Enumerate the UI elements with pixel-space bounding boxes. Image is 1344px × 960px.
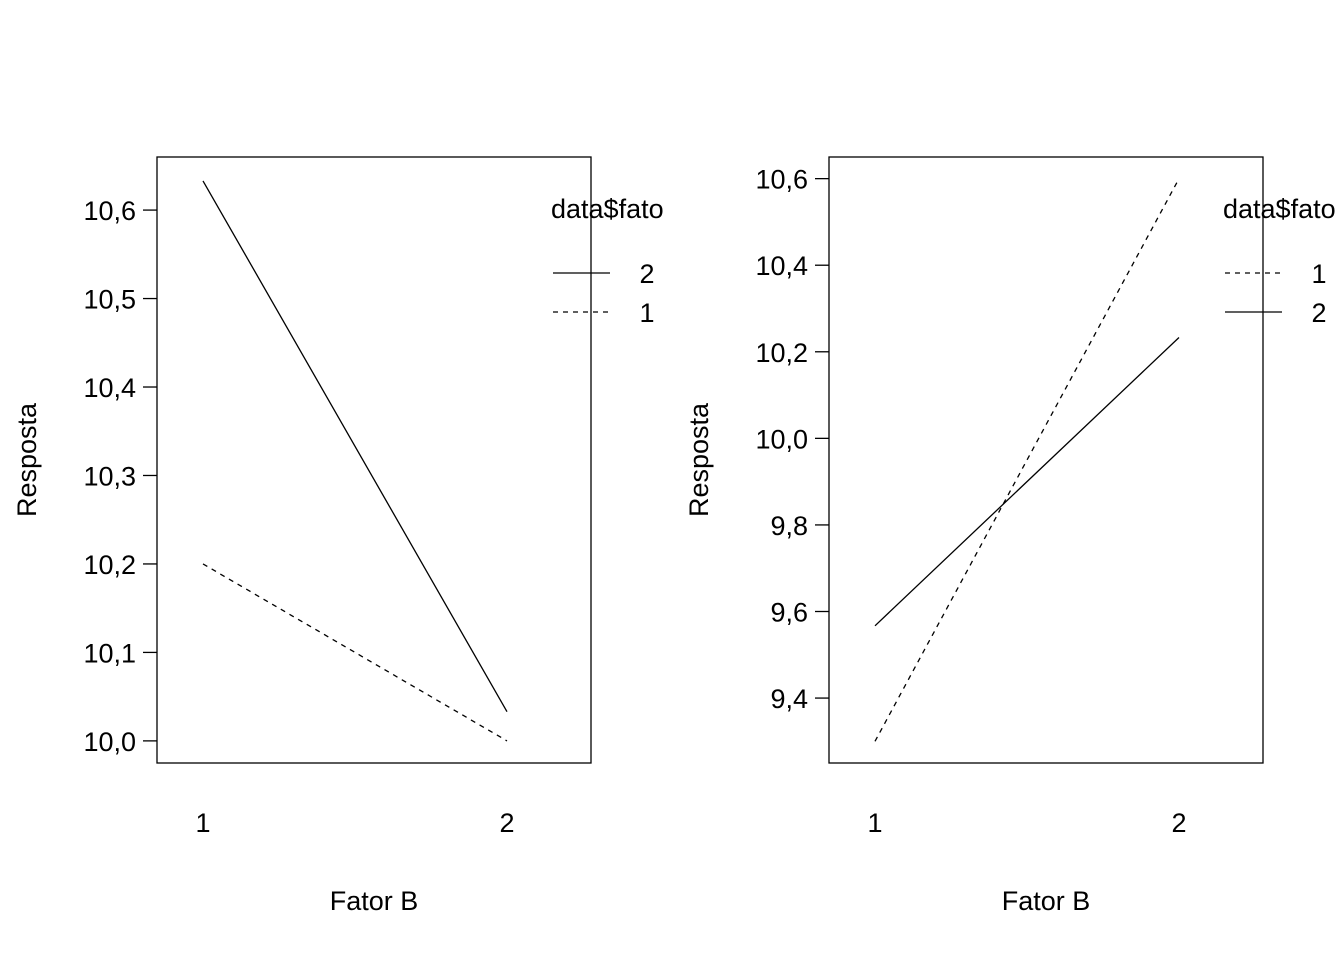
plot-box xyxy=(156,156,592,764)
chart-panel-1: 10,0 10,1 10,2 10,3 10,4 10,5 10,6 1 2 Fator B Res… xyxy=(12,156,664,916)
x-axis-title: Fator B xyxy=(330,886,419,916)
y-axis-title: Resposta xyxy=(684,402,714,517)
series-line-1 xyxy=(202,563,508,742)
legend-title: data$fato xyxy=(1223,194,1336,224)
series-line-2 xyxy=(874,337,1180,627)
y-tick-label: 10,6 xyxy=(83,196,136,226)
y-tick-label: 9,4 xyxy=(770,684,808,714)
y-tick-label: 10,1 xyxy=(83,638,136,668)
series-group xyxy=(874,178,1180,742)
x-tick-label: 2 xyxy=(1171,808,1186,838)
y-tick-label: 10,3 xyxy=(83,461,136,491)
legend-title: data$fato xyxy=(551,194,664,224)
y-tick-label: 9,8 xyxy=(770,511,808,541)
y-tick-label: 10,5 xyxy=(83,285,136,315)
legend-label: 2 xyxy=(639,259,654,289)
legend: data$fato 2 1 xyxy=(551,194,664,328)
plot-box xyxy=(828,156,1264,764)
legend-label: 1 xyxy=(639,298,654,328)
y-tick-label: 10,0 xyxy=(83,727,136,757)
y-tick-label: 10,2 xyxy=(83,550,136,580)
x-axis-title: Fator B xyxy=(1002,886,1091,916)
y-tick-label: 10,4 xyxy=(83,373,136,403)
y-axis-title: Resposta xyxy=(12,402,42,517)
y-tick-label: 10,4 xyxy=(755,251,808,281)
y-tick-label: 10,2 xyxy=(755,338,808,368)
x-tick-label: 1 xyxy=(867,808,882,838)
legend-label: 1 xyxy=(1311,259,1326,289)
x-tick-label: 1 xyxy=(195,808,210,838)
legend-label: 2 xyxy=(1311,298,1326,328)
series-group xyxy=(202,180,508,742)
y-tick-label: 10,6 xyxy=(755,165,808,195)
series-line-1 xyxy=(874,178,1180,742)
chart-panel-2: 9,4 9,6 9,8 10,0 10,2 10,4 10,6 1 2 Fator B Respos… xyxy=(684,156,1336,916)
y-tick-label: 10,0 xyxy=(755,424,808,454)
y-tick-label: 9,6 xyxy=(770,598,808,628)
x-tick-label: 2 xyxy=(499,808,514,838)
series-line-2 xyxy=(202,180,508,713)
legend: data$fato 1 2 xyxy=(1223,194,1336,328)
